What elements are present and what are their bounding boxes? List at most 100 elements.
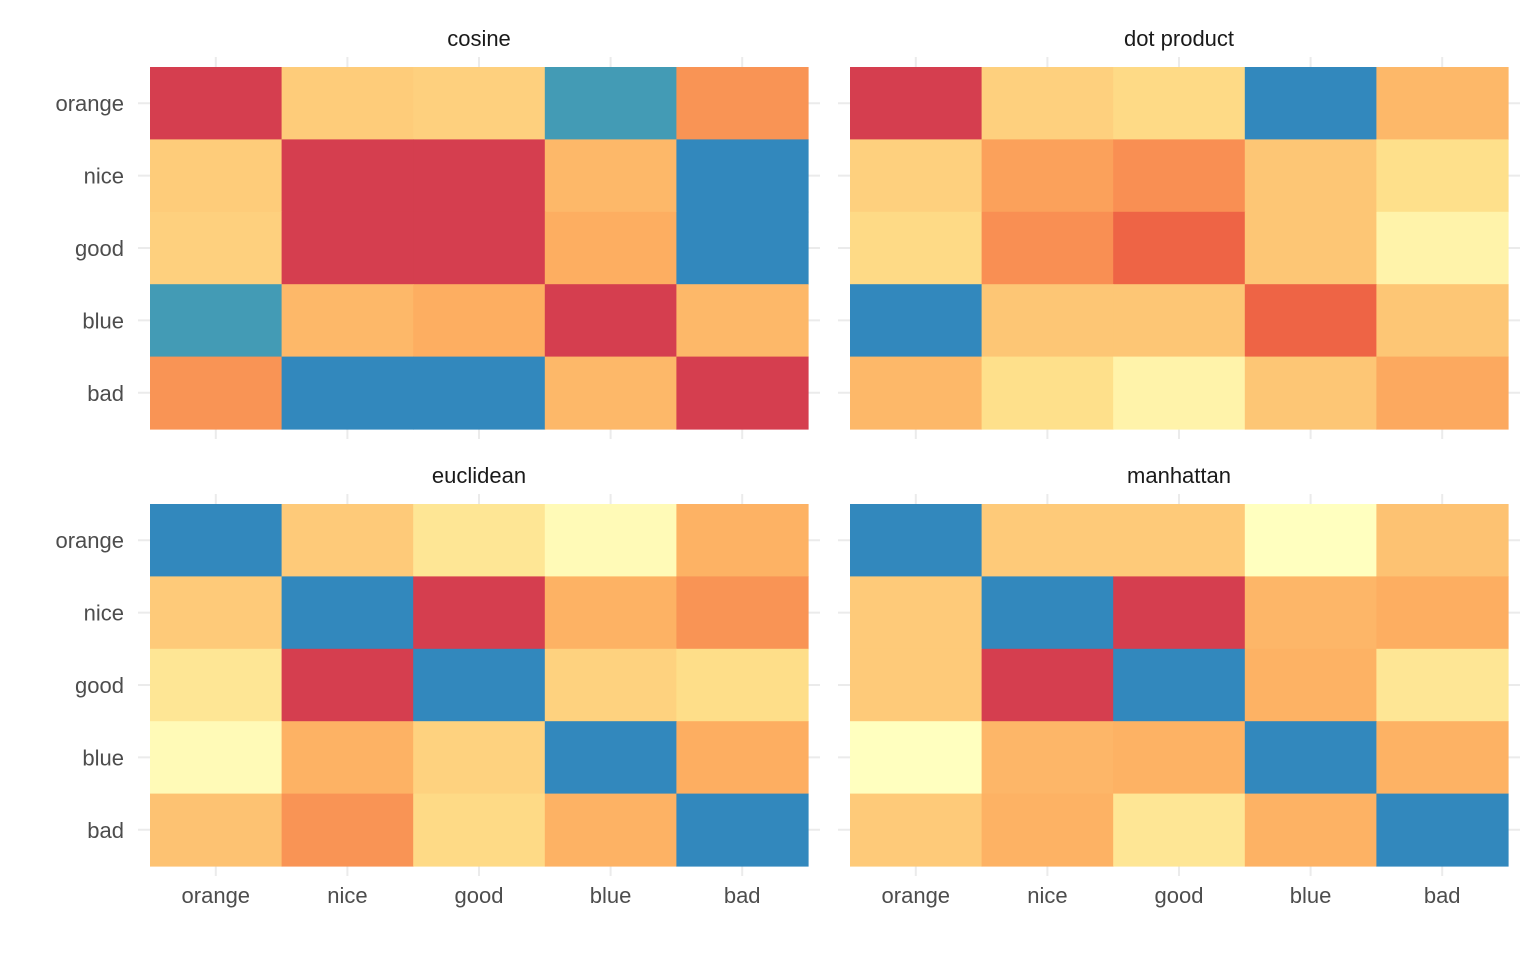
heatmap-cell — [981, 356, 1114, 430]
heatmap-cell — [544, 356, 677, 430]
panel-manhattan: manhattan orange nice good blue bad — [838, 463, 1520, 908]
heatmap-cell — [1376, 648, 1509, 722]
heatmap-cell — [676, 793, 809, 867]
heatmap-cell — [981, 648, 1114, 722]
heatmap-cell — [150, 576, 283, 650]
heatmap-cell — [981, 139, 1114, 213]
x-tick-label: orange — [882, 883, 951, 908]
x-tick-label: good — [455, 883, 504, 908]
heatmap-cell — [544, 139, 677, 213]
heatmap-cell — [981, 284, 1114, 358]
heatmap-cell — [413, 504, 546, 577]
heatmap-cells — [850, 67, 1509, 430]
heatmap-cell — [1244, 284, 1377, 358]
panel-title: manhattan — [1127, 463, 1231, 488]
heatmap-cell — [1376, 721, 1509, 795]
x-tick-label: blue — [1290, 883, 1332, 908]
heatmap-cell — [1376, 67, 1509, 140]
heatmap-cell — [281, 648, 414, 722]
heatmap-cell — [1244, 648, 1377, 722]
heatmap-cell — [676, 576, 809, 650]
heatmap-cell — [281, 67, 414, 140]
heatmap-cell — [676, 284, 809, 358]
heatmap-cell — [981, 67, 1114, 140]
y-tick-label: orange — [55, 528, 124, 553]
x-tick-label: good — [1155, 883, 1204, 908]
panel-title: euclidean — [432, 463, 526, 488]
x-tick-label: bad — [1424, 883, 1461, 908]
heatmap-cell — [1244, 67, 1377, 140]
heatmap-cell — [850, 721, 983, 795]
heatmap-cell — [281, 356, 414, 430]
y-tick-label: nice — [84, 164, 124, 189]
heatmap-cell — [1113, 356, 1246, 430]
heatmap-cell — [544, 648, 677, 722]
heatmap-cell — [1376, 504, 1509, 577]
heatmap-cell — [413, 284, 546, 358]
heatmap-cell — [1244, 576, 1377, 650]
heatmap-cell — [281, 576, 414, 650]
heatmap-cell — [150, 211, 283, 285]
heatmap-cell — [850, 576, 983, 650]
heatmap-cell — [413, 721, 546, 795]
heatmap-cell — [981, 576, 1114, 650]
heatmap-cell — [413, 67, 546, 140]
heatmap-cells — [850, 504, 1509, 867]
heatmap-cells — [150, 504, 809, 867]
heatmap-cell — [413, 648, 546, 722]
heatmap-cell — [850, 211, 983, 285]
heatmap-cell — [981, 721, 1114, 795]
x-tick-label: blue — [590, 883, 632, 908]
heatmap-cell — [413, 576, 546, 650]
heatmap-cell — [281, 211, 414, 285]
heatmap-cell — [1113, 576, 1246, 650]
heatmap-cell — [413, 793, 546, 867]
heatmap-cell — [1376, 284, 1509, 358]
heatmap-cell — [544, 284, 677, 358]
heatmap-cells — [150, 67, 809, 430]
heatmap-cell — [1244, 356, 1377, 430]
heatmap-cell — [544, 721, 677, 795]
heatmap-cell — [676, 504, 809, 577]
heatmap-cell — [1244, 139, 1377, 213]
heatmap-cell — [676, 648, 809, 722]
y-tick-label: bad — [87, 818, 124, 843]
heatmap-cell — [850, 67, 983, 140]
heatmap-cell — [1113, 67, 1246, 140]
heatmap-cell — [676, 721, 809, 795]
heatmap-cell — [1244, 793, 1377, 867]
heatmap-cell — [150, 139, 283, 213]
heatmap-cell — [281, 721, 414, 795]
heatmap-cell — [1113, 721, 1246, 795]
heatmap-cell — [676, 211, 809, 285]
y-tick-label: blue — [82, 745, 124, 770]
heatmap-cell — [281, 284, 414, 358]
heatmap-cell — [150, 67, 283, 140]
heatmap-cell — [850, 284, 983, 358]
x-tick-label: nice — [1027, 883, 1067, 908]
heatmap-cell — [544, 504, 677, 577]
y-tick-label: blue — [82, 308, 124, 333]
heatmap-cell — [150, 793, 283, 867]
heatmap-cell — [981, 504, 1114, 577]
heatmap-cell — [150, 284, 283, 358]
heatmap-cell — [544, 211, 677, 285]
heatmap-cell — [413, 139, 546, 213]
heatmap-cell — [281, 793, 414, 867]
heatmap-cell — [676, 67, 809, 140]
heatmap-cell — [850, 648, 983, 722]
x-tick-label: orange — [182, 883, 251, 908]
heatmap-cell — [544, 67, 677, 140]
heatmap-cell — [150, 648, 283, 722]
heatmap-cell — [1376, 356, 1509, 430]
panel-title: dot product — [1124, 26, 1234, 51]
x-tick-label: bad — [724, 883, 761, 908]
heatmap-cell — [1244, 211, 1377, 285]
heatmap-cell — [1113, 211, 1246, 285]
heatmap-cell — [1376, 576, 1509, 650]
y-tick-label: nice — [84, 601, 124, 626]
heatmap-cell — [150, 504, 283, 577]
y-tick-label: good — [75, 673, 124, 698]
heatmap-cell — [413, 211, 546, 285]
heatmap-cell — [281, 139, 414, 213]
